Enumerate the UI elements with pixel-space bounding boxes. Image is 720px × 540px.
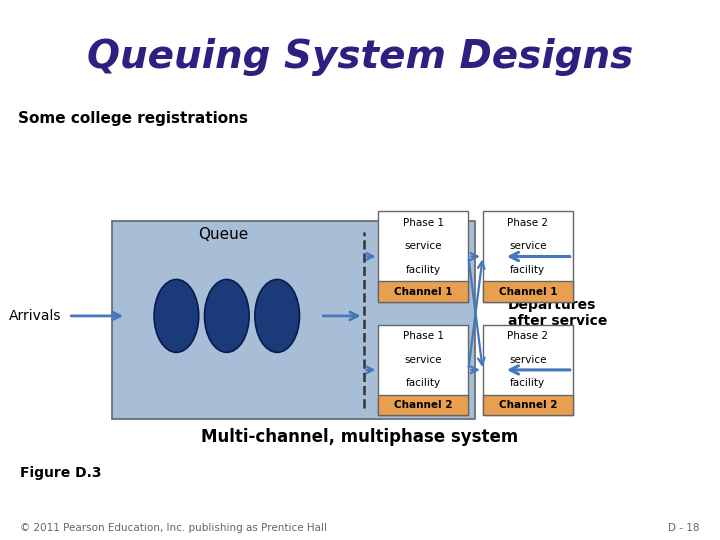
Text: D - 18: D - 18	[668, 523, 700, 533]
Text: service: service	[405, 355, 442, 365]
Text: Channel 1: Channel 1	[498, 287, 557, 296]
FancyBboxPatch shape	[482, 211, 573, 302]
Ellipse shape	[255, 280, 300, 353]
Text: Phase 2: Phase 2	[508, 331, 548, 341]
FancyBboxPatch shape	[482, 395, 573, 415]
FancyBboxPatch shape	[379, 325, 468, 415]
FancyBboxPatch shape	[112, 221, 475, 418]
Text: Arrivals: Arrivals	[9, 309, 61, 323]
Text: Phase 1: Phase 1	[403, 218, 444, 228]
FancyBboxPatch shape	[482, 281, 573, 302]
FancyBboxPatch shape	[379, 395, 468, 415]
FancyBboxPatch shape	[379, 281, 468, 302]
Ellipse shape	[154, 280, 199, 353]
Text: facility: facility	[510, 265, 545, 275]
Text: Channel 2: Channel 2	[394, 400, 453, 410]
Text: Phase 1: Phase 1	[403, 331, 444, 341]
Text: Some college registrations: Some college registrations	[18, 111, 248, 126]
Text: facility: facility	[406, 378, 441, 388]
Text: service: service	[509, 355, 546, 365]
Text: Phase 2: Phase 2	[508, 218, 548, 228]
Text: Channel 2: Channel 2	[498, 400, 557, 410]
Ellipse shape	[204, 280, 249, 353]
Text: facility: facility	[510, 378, 545, 388]
Text: facility: facility	[406, 265, 441, 275]
Text: © 2011 Pearson Education, Inc. publishing as Prentice Hall: © 2011 Pearson Education, Inc. publishin…	[20, 523, 327, 533]
Text: Channel 1: Channel 1	[394, 287, 453, 296]
Text: Figure D.3: Figure D.3	[20, 465, 102, 480]
Text: service: service	[405, 241, 442, 251]
FancyBboxPatch shape	[482, 325, 573, 415]
FancyBboxPatch shape	[379, 211, 468, 302]
Text: Queue: Queue	[198, 227, 248, 242]
Text: Multi-channel, multiphase system: Multi-channel, multiphase system	[202, 428, 518, 447]
Text: Departures
after service: Departures after service	[508, 298, 607, 328]
Text: Queuing System Designs: Queuing System Designs	[87, 38, 633, 76]
Text: service: service	[509, 241, 546, 251]
